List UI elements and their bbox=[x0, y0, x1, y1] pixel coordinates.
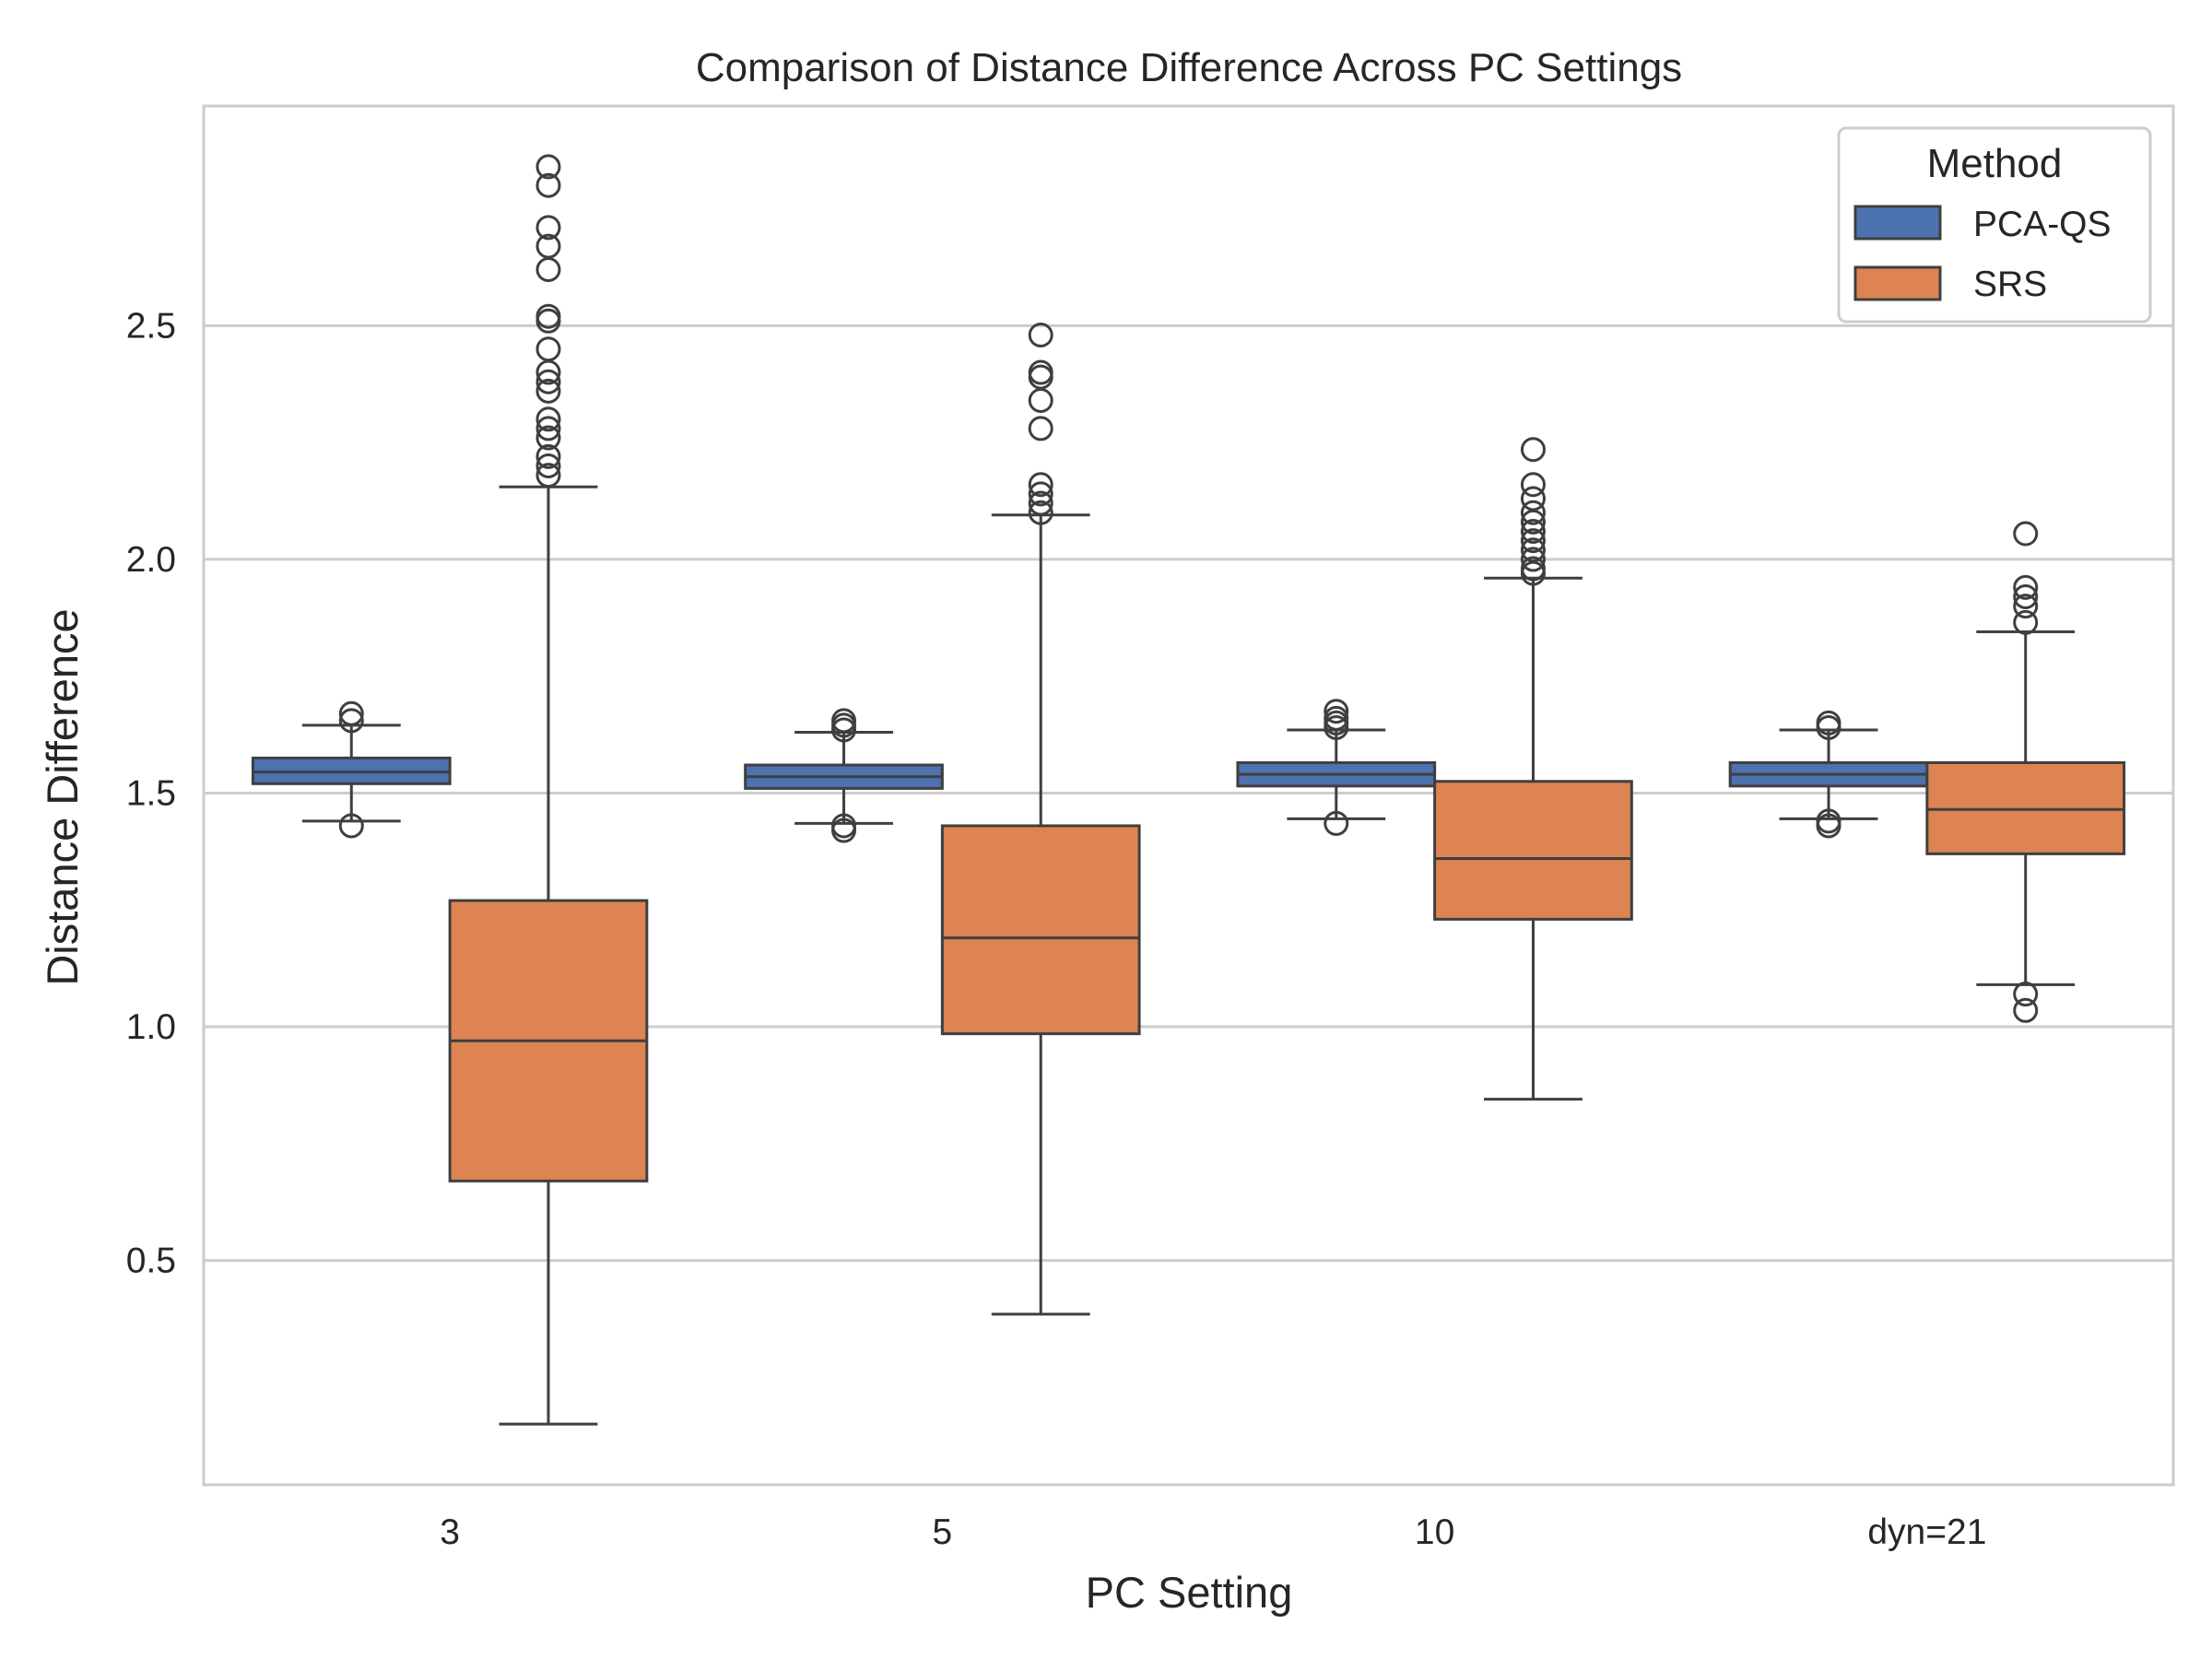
outlier-point bbox=[1028, 359, 1053, 385]
y-tick-label-0.5: 0.5 bbox=[126, 1241, 176, 1281]
outlier-point bbox=[535, 172, 561, 198]
outlier-point bbox=[1520, 528, 1546, 554]
outlier-point bbox=[1816, 808, 1841, 834]
chart-title: Comparison of Distance Difference Across… bbox=[696, 45, 1682, 90]
outlier-point bbox=[338, 813, 364, 839]
outlier-point bbox=[2013, 583, 2039, 609]
box-srs-dyn=21 bbox=[1925, 521, 2126, 1023]
outlier-point bbox=[1028, 481, 1053, 507]
iqr-box bbox=[940, 824, 1141, 1036]
legend-label-srs: SRS bbox=[1973, 265, 2047, 304]
box-srs-3 bbox=[448, 154, 649, 1426]
outlier-point bbox=[1520, 556, 1546, 582]
y-tick-label-2.0: 2.0 bbox=[126, 540, 176, 580]
plot-boxes bbox=[251, 154, 2126, 1426]
x-axis-label: PC Setting bbox=[1086, 1568, 1293, 1617]
x-tick-labels: 3 5 10 dyn=21 bbox=[440, 1512, 1986, 1552]
outlier-point bbox=[535, 303, 561, 329]
box-pca-qs-3 bbox=[251, 700, 452, 839]
outlier-point bbox=[1520, 437, 1546, 463]
outlier-point bbox=[2013, 521, 2039, 547]
outlier-point bbox=[535, 215, 561, 241]
outlier-point bbox=[1816, 710, 1841, 735]
outlier-point bbox=[535, 336, 561, 362]
outlier-point bbox=[535, 416, 561, 441]
legend: Method PCA-QS SRS bbox=[1837, 126, 2152, 324]
outlier-point bbox=[1028, 472, 1053, 498]
legend-title: Method bbox=[1927, 141, 2063, 186]
outlier-point bbox=[535, 463, 561, 488]
outlier-point bbox=[831, 813, 857, 839]
y-tick-label-1.0: 1.0 bbox=[126, 1007, 176, 1047]
outlier-point bbox=[1028, 322, 1053, 347]
outlier-point bbox=[535, 453, 561, 478]
outlier-point bbox=[535, 425, 561, 451]
outlier-point bbox=[2013, 982, 2039, 1007]
outlier-point bbox=[2013, 574, 2039, 600]
x-tick-label-dyn=21: dyn=21 bbox=[1867, 1512, 1986, 1552]
box-pca-qs-5 bbox=[744, 708, 944, 843]
y-tick-labels: 0.5 1.0 1.5 2.0 2.5 bbox=[126, 306, 176, 1280]
y-tick-label-1.5: 1.5 bbox=[126, 773, 176, 813]
outlier-point bbox=[1028, 490, 1053, 516]
outlier-point bbox=[1028, 416, 1053, 441]
outlier-point bbox=[1028, 500, 1053, 525]
box-srs-10 bbox=[1433, 437, 1633, 1101]
outlier-point bbox=[535, 378, 561, 404]
box-srs-5 bbox=[940, 322, 1141, 1316]
legend-swatch-srs bbox=[1853, 265, 1942, 301]
x-tick-label-3: 3 bbox=[440, 1512, 460, 1552]
outlier-point bbox=[1324, 705, 1349, 731]
outlier-point bbox=[535, 369, 561, 394]
outlier-point bbox=[1520, 486, 1546, 512]
outlier-point bbox=[535, 406, 561, 432]
outlier-point bbox=[2013, 997, 2039, 1023]
box-pca-qs-10 bbox=[1236, 699, 1437, 836]
outlier-point bbox=[535, 154, 561, 180]
outlier-point bbox=[1520, 518, 1546, 544]
y-axis-label: Distance Difference bbox=[38, 608, 87, 985]
outlier-point bbox=[535, 233, 561, 259]
outlier-point bbox=[1520, 547, 1546, 572]
legend-label-pca-qs: PCA-QS bbox=[1973, 205, 2112, 244]
outlier-point bbox=[535, 443, 561, 469]
outlier-point bbox=[2013, 594, 2039, 619]
y-tick-label-2.5: 2.5 bbox=[126, 306, 176, 346]
box-pca-qs-dyn=21 bbox=[1728, 710, 1929, 839]
outlier-point bbox=[831, 708, 857, 734]
x-tick-label-10: 10 bbox=[1415, 1512, 1454, 1552]
outlier-point bbox=[2013, 609, 2039, 635]
iqr-box bbox=[1433, 780, 1633, 921]
outlier-point bbox=[1324, 810, 1349, 836]
x-tick-label-5: 5 bbox=[933, 1512, 953, 1552]
outlier-point bbox=[338, 700, 364, 726]
outlier-point bbox=[1520, 537, 1546, 563]
outlier-point bbox=[1324, 699, 1349, 724]
outlier-point bbox=[1520, 472, 1546, 498]
legend-swatch-pca-qs bbox=[1853, 205, 1942, 241]
outlier-point bbox=[1520, 500, 1546, 525]
outlier-point bbox=[338, 708, 364, 734]
plot-frame bbox=[202, 104, 2175, 1487]
